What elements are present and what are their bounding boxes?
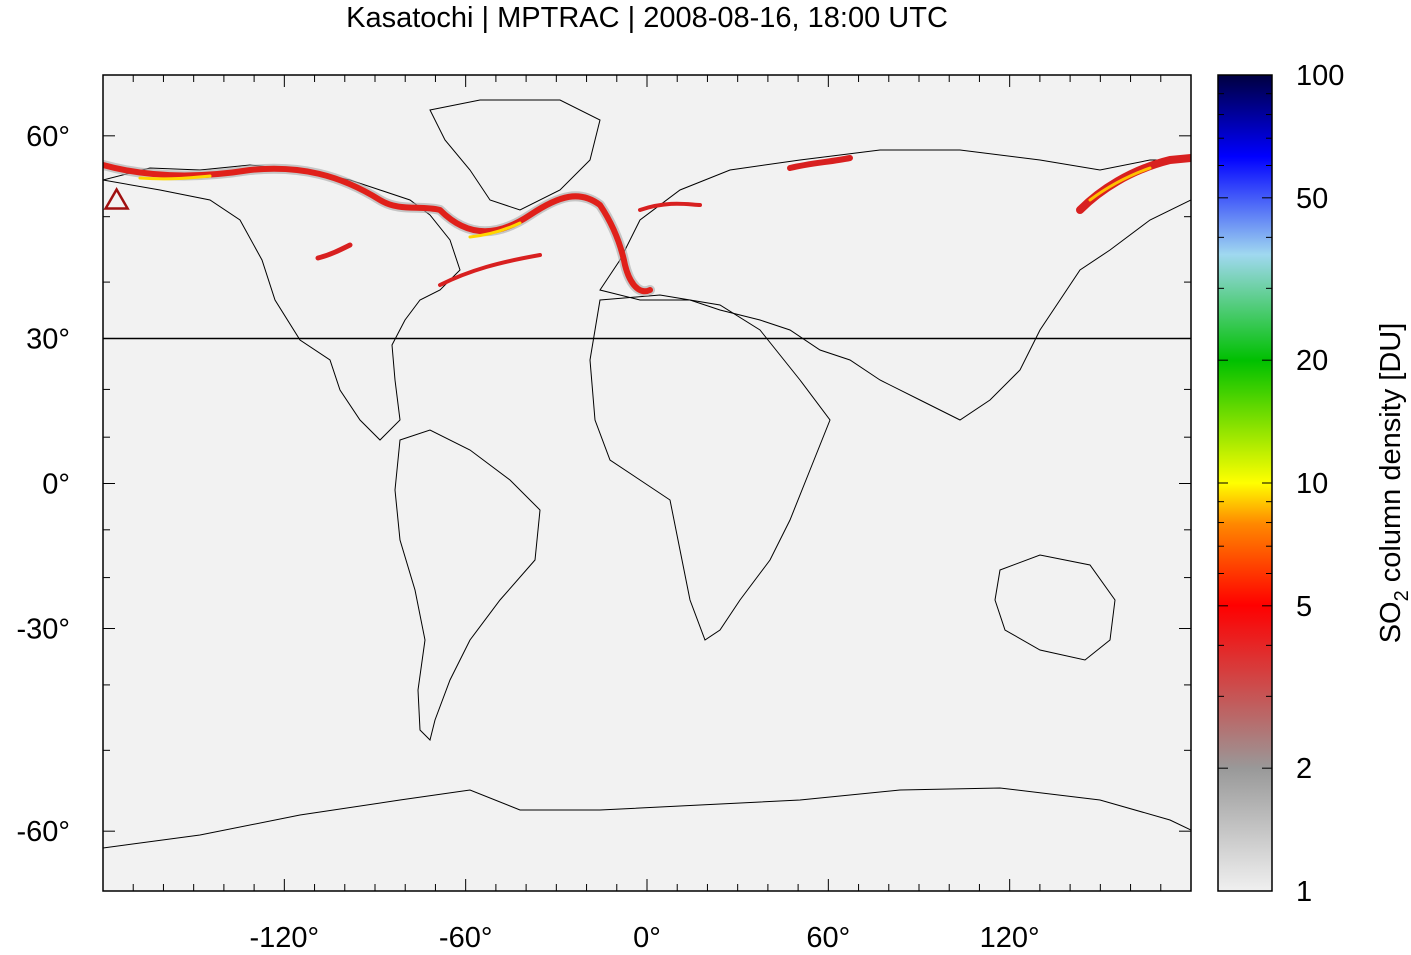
- y-tick-label: 0°: [42, 469, 70, 501]
- colorbar-tick-label: 2: [1296, 753, 1312, 785]
- volcano-triangle-icon: [103, 187, 130, 210]
- y-axis-labels: 60° 30° 0° -30° -60°: [16, 121, 70, 848]
- coastline-greenland: [429, 99, 601, 211]
- plot-background: [103, 75, 1191, 891]
- plume-siberia-branch: [787, 155, 853, 171]
- plume-canada-branch: [315, 242, 353, 261]
- colorbar-tick-label: 5: [1296, 591, 1312, 623]
- colorbar-labels: 1 2 5 10 20 50 100: [1296, 60, 1344, 908]
- x-tick-label: 0°: [633, 922, 661, 950]
- x-tick-label: 120°: [980, 922, 1040, 950]
- so2-plume: [103, 154, 1191, 297]
- colorbar-tick-label: 50: [1296, 183, 1328, 215]
- plume-eastasia-core: [1088, 166, 1152, 202]
- plume-peak: [138, 174, 522, 239]
- coastline-antarctica: [103, 787, 1191, 849]
- colorbar-tick-label: 1: [1296, 876, 1312, 908]
- colorbar-ticks: [1218, 74, 1272, 892]
- colorbar-tick-label: 100: [1296, 60, 1344, 92]
- y-tick-label: 60°: [26, 121, 70, 153]
- y-tick-label: -60°: [16, 816, 70, 848]
- plume-core: [103, 162, 653, 295]
- colorbar-tick-label: 10: [1296, 468, 1328, 500]
- coastline-australia: [994, 554, 1116, 661]
- x-tick-label: 60°: [806, 922, 850, 950]
- coastline-south-america: [394, 429, 541, 741]
- y-tick-label: -30°: [16, 614, 70, 646]
- map-title: Kasatochi | MPTRAC | 2008-08-16, 18:00 U…: [346, 2, 948, 34]
- colorbar-label: SO2 column density [DU]: [1375, 323, 1411, 644]
- plume-atlantic-branch: [438, 253, 542, 287]
- y-tick-label: 30°: [26, 323, 70, 355]
- coastline-europe-asia: [599, 149, 1191, 421]
- colorbar-tick-label: 20: [1296, 345, 1328, 377]
- x-tick-label: -60°: [439, 922, 493, 950]
- x-tick-label: -120°: [250, 922, 320, 950]
- plot-frame: [102, 74, 1192, 892]
- plume-europe-branch: [638, 201, 702, 212]
- x-axis-labels: -120° -60° 0° 60° 120°: [250, 922, 1040, 954]
- y-axis-ticks: [103, 135, 1191, 832]
- x-axis-ticks: [102, 75, 1192, 891]
